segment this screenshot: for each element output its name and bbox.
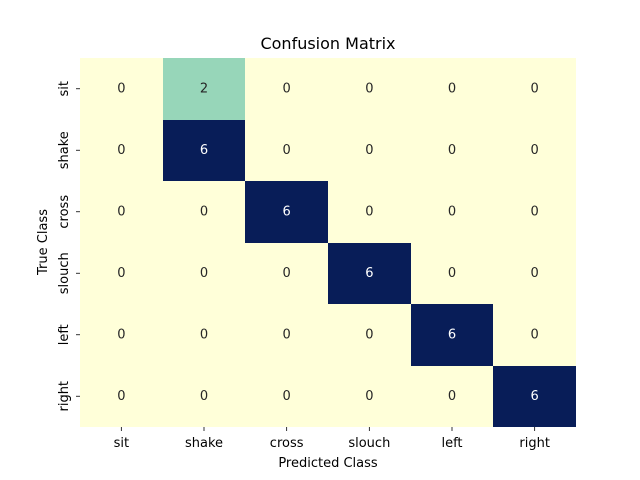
- heatmap-cell: [493, 366, 576, 427]
- heatmap-cell: [163, 58, 245, 120]
- cell-value-label: 0: [365, 143, 373, 158]
- heatmap-cell: [328, 304, 411, 366]
- heatmap-cell: [80, 304, 163, 366]
- cell-value-label: 0: [365, 81, 373, 96]
- x-tick-label: right: [519, 436, 550, 451]
- y-tick-label: left: [57, 324, 72, 345]
- heatmap-cell: [163, 243, 245, 304]
- y-tick-label: shake: [57, 131, 72, 169]
- cell-value-label: 0: [117, 389, 125, 404]
- heatmap-cell: [80, 366, 163, 427]
- cell-value-label: 0: [448, 143, 456, 158]
- heatmap-cell: [245, 366, 328, 427]
- cell-value-label: 0: [531, 81, 539, 96]
- cell-value-label: 0: [448, 266, 456, 281]
- heatmap-cell: [411, 181, 493, 243]
- heatmap-cell: [493, 181, 576, 243]
- cell-value-label: 0: [283, 81, 291, 96]
- heatmap-cell: [80, 120, 163, 181]
- heatmap-cell: [245, 120, 328, 181]
- cell-value-label: 0: [365, 389, 373, 404]
- cell-value-label: 0: [448, 204, 456, 219]
- cell-value-label: 0: [200, 204, 208, 219]
- heatmap-cell: [493, 120, 576, 181]
- heatmap-cell: [328, 366, 411, 427]
- cell-value-label: 0: [531, 327, 539, 342]
- x-axis-label: Predicted Class: [278, 456, 378, 471]
- heatmap-cell: [411, 243, 493, 304]
- y-tick-label: sit: [57, 81, 72, 96]
- cell-value-label: 0: [117, 81, 125, 96]
- cell-value-label: 6: [200, 143, 208, 158]
- y-tick-labels: sit shake cross slouch left right: [57, 81, 80, 412]
- x-tick-label: sit: [114, 436, 129, 451]
- cell-value-label: 0: [365, 204, 373, 219]
- heatmap-cell: [245, 181, 328, 243]
- cell-value-label: 0: [283, 143, 291, 158]
- x-tick-label: shake: [185, 436, 223, 451]
- x-tick-labels: sit shake cross slouch left right: [114, 427, 550, 451]
- cell-value-label: 0: [200, 327, 208, 342]
- chart-title: Confusion Matrix: [260, 34, 395, 53]
- cell-value-label: 0: [531, 266, 539, 281]
- heatmap-cell: [163, 304, 245, 366]
- cell-value-label: 6: [283, 204, 291, 219]
- heatmap-cell: [163, 120, 245, 181]
- heatmap-cell: [163, 181, 245, 243]
- y-tick-label: right: [57, 381, 72, 412]
- x-tick-label: left: [441, 436, 462, 451]
- cell-value-label: 0: [200, 389, 208, 404]
- heatmap-cell: [328, 243, 411, 304]
- heatmap-cell: [493, 243, 576, 304]
- cell-value-label: 0: [365, 327, 373, 342]
- heatmap-cell: [328, 181, 411, 243]
- cell-value-label: 0: [117, 266, 125, 281]
- heatmap-cell: [80, 243, 163, 304]
- y-tick-label: slouch: [57, 252, 72, 294]
- heatmap-cell: [163, 366, 245, 427]
- heatmap-cell: [245, 58, 328, 120]
- cell-value-label: 2: [200, 81, 208, 96]
- cell-value-label: 0: [283, 327, 291, 342]
- cell-value-label: 0: [531, 204, 539, 219]
- y-axis-label: True Class: [36, 209, 51, 276]
- y-tick-label: cross: [57, 195, 72, 229]
- heatmap-cell: [493, 304, 576, 366]
- cell-value-label: 0: [117, 327, 125, 342]
- x-tick-label: cross: [270, 436, 304, 451]
- heatmap-cell: [80, 58, 163, 120]
- x-tick-label: slouch: [348, 436, 390, 451]
- cell-value-label: 6: [448, 327, 456, 342]
- heatmap-cell: [328, 120, 411, 181]
- cell-value-label: 0: [283, 266, 291, 281]
- heatmap-cell: [245, 304, 328, 366]
- heatmap-cell: [411, 304, 493, 366]
- cell-value-label: 0: [200, 266, 208, 281]
- heatmap-cells: 0 2 0 0 0 0 0 6 0 0 0 0 0 0 6 0 0 0 0 0 0 6 0 0 0 0 0 0 6 0 0 0 0 0 0 6: [80, 58, 576, 427]
- heatmap-cell: [411, 120, 493, 181]
- cell-value-label: 0: [117, 204, 125, 219]
- heatmap-cell: [80, 181, 163, 243]
- cell-value-label: 0: [283, 389, 291, 404]
- cell-value-label: 0: [117, 143, 125, 158]
- heatmap-cell: [411, 366, 493, 427]
- cell-value-label: 6: [531, 389, 539, 404]
- heatmap-cell: [411, 58, 493, 120]
- cell-value-label: 6: [365, 266, 373, 281]
- heatmap-cell: [328, 58, 411, 120]
- cell-value-label: 0: [448, 389, 456, 404]
- heatmap-cell: [245, 243, 328, 304]
- cell-value-label: 0: [448, 81, 456, 96]
- cell-value-label: 0: [531, 143, 539, 158]
- heatmap-cell: [493, 58, 576, 120]
